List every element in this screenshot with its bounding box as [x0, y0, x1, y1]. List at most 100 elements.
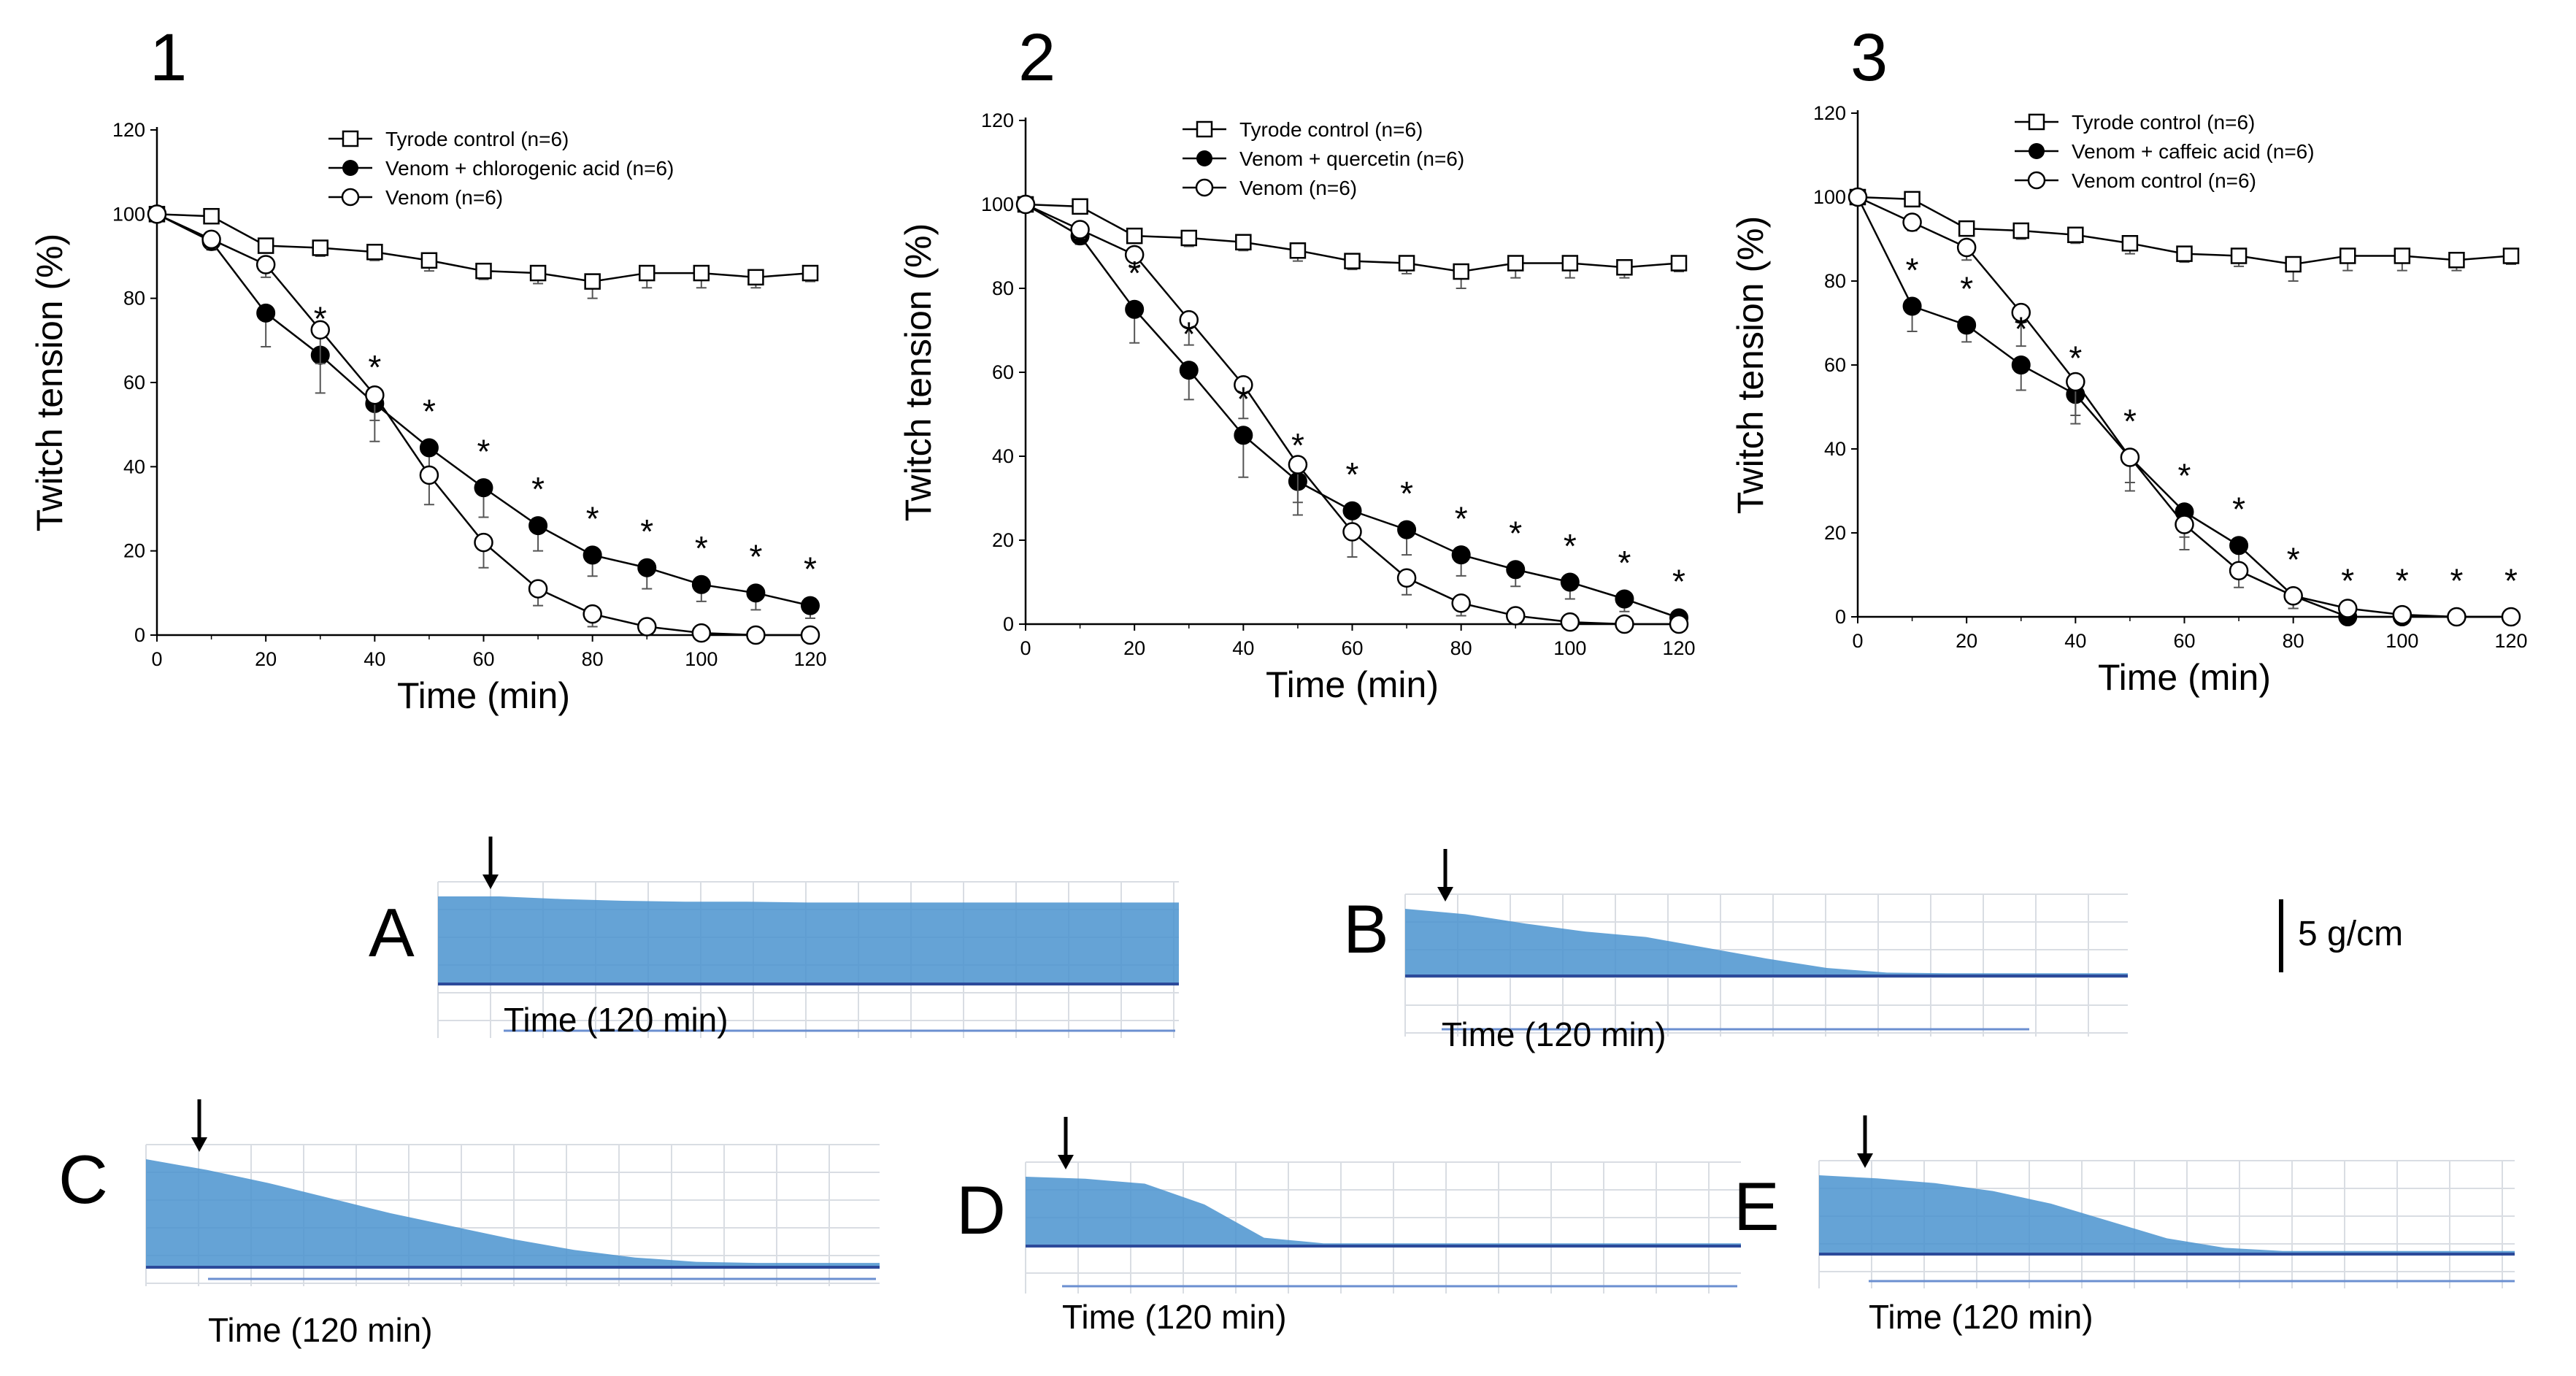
- legend-marker: [342, 160, 358, 176]
- trace-panel-D: D Time (120 min): [956, 1117, 1741, 1336]
- data-point: [2285, 255, 2302, 273]
- data-point: [2175, 515, 2194, 534]
- legend-marker: [2029, 143, 2045, 159]
- y-axis-label: Twitch tension (%): [898, 223, 939, 521]
- data-point: [1125, 299, 1145, 319]
- series-1: [1017, 196, 1688, 289]
- significance-marker: *: [423, 392, 436, 430]
- y-tick-label: 40: [123, 456, 145, 477]
- y-tick-label: 0: [1835, 606, 1846, 628]
- data-point: [529, 264, 547, 282]
- x-tick-label: 20: [255, 648, 277, 670]
- y-tick-label: 0: [1003, 613, 1014, 635]
- significance-marker: *: [2287, 541, 2300, 579]
- y-tick-label: 80: [123, 288, 145, 310]
- data-point: [637, 617, 657, 637]
- data-point: [2448, 252, 2465, 269]
- data-point: [2394, 247, 2411, 264]
- data-point: [365, 385, 385, 405]
- arrow-head: [191, 1137, 207, 1152]
- data-point: [310, 320, 330, 340]
- data-point: [693, 264, 710, 282]
- data-point: [746, 625, 766, 645]
- significance-marker: *: [1400, 474, 1413, 512]
- significance-marker: *: [1618, 544, 1631, 582]
- data-point: [2229, 561, 2249, 580]
- data-point: [1506, 606, 1526, 626]
- x-tick-label: 0: [1020, 637, 1031, 659]
- significance-marker: *: [586, 500, 599, 538]
- trace-letter: E: [1734, 1168, 1780, 1245]
- x-tick-label: 40: [1232, 637, 1254, 659]
- data-point: [583, 545, 602, 565]
- y-tick-label: 0: [134, 624, 145, 646]
- y-tick-label: 120: [1813, 102, 1846, 124]
- x-tick-label: 100: [685, 648, 718, 670]
- x-tick-label: 120: [2494, 630, 2527, 652]
- data-point: [2011, 302, 2031, 323]
- data-point: [475, 262, 492, 280]
- scale-bar-label: 5 g/cm: [2298, 915, 2403, 953]
- data-point: [1072, 198, 1088, 215]
- data-point: [1670, 255, 1688, 272]
- significance-marker: *: [1237, 380, 1250, 418]
- arrow-head: [482, 875, 499, 889]
- data-point: [474, 532, 493, 553]
- data-point: [1451, 545, 1471, 565]
- significance-marker: *: [1291, 426, 1304, 464]
- trace-panel-A: A Time (120 min): [369, 837, 1179, 1039]
- data-point: [1615, 589, 1634, 609]
- legend-label: Venom + chlorogenic acid (n=6): [385, 157, 674, 180]
- significance-marker: *: [1183, 315, 1196, 353]
- legend-marker: [342, 130, 359, 147]
- legend-label: Venom (n=6): [1239, 177, 1357, 199]
- twitch-trace: [1026, 1177, 1741, 1246]
- data-point: [1179, 361, 1199, 380]
- x-tick-label: 20: [1123, 637, 1145, 659]
- legend-label: Tyrode control (n=6): [2072, 111, 2255, 134]
- arrow-head: [1437, 887, 1453, 902]
- data-point: [2011, 355, 2031, 374]
- data-point: [203, 207, 220, 225]
- data-point: [1342, 501, 1362, 520]
- significance-marker: *: [695, 529, 708, 567]
- x-tick-label: 100: [1553, 637, 1586, 659]
- data-point: [255, 255, 276, 274]
- data-point: [1288, 455, 1308, 474]
- legend-label: Tyrode control (n=6): [1239, 118, 1423, 141]
- data-point: [1344, 253, 1361, 269]
- data-point: [1398, 255, 1415, 272]
- data-point: [1506, 560, 1526, 580]
- legend-marker: [1195, 178, 1214, 197]
- significance-marker: *: [2396, 561, 2409, 599]
- significance-marker: *: [2015, 310, 2028, 347]
- significance-marker: *: [2341, 561, 2354, 599]
- significance-marker: *: [314, 300, 327, 338]
- significance-marker: *: [2069, 339, 2082, 377]
- significance-marker: *: [1128, 254, 1141, 292]
- data-point: [1397, 520, 1417, 539]
- data-point: [1453, 263, 1469, 280]
- significance-marker: *: [368, 348, 381, 386]
- data-point: [1507, 255, 1524, 272]
- data-point: [2502, 247, 2520, 264]
- trace-panel-E: E Time (120 min): [1734, 1115, 2515, 1336]
- data-point: [1561, 255, 1579, 272]
- significance-marker: *: [1960, 270, 1973, 308]
- data-point: [1015, 194, 1036, 215]
- trace-time-label: Time (120 min): [1062, 1298, 1287, 1336]
- data-point: [2392, 604, 2412, 625]
- data-point: [528, 579, 548, 599]
- data-point: [2176, 245, 2193, 262]
- data-point: [691, 574, 711, 594]
- legend-label: Venom + quercetin (n=6): [1239, 147, 1464, 170]
- data-point: [2338, 599, 2358, 618]
- data-point: [1234, 375, 1253, 395]
- y-tick-label: 80: [1824, 270, 1846, 292]
- x-tick-label: 120: [1662, 637, 1695, 659]
- data-point: [583, 604, 602, 624]
- data-point: [2012, 222, 2029, 239]
- data-point: [800, 625, 820, 645]
- data-point: [1560, 572, 1580, 592]
- data-point: [746, 583, 766, 603]
